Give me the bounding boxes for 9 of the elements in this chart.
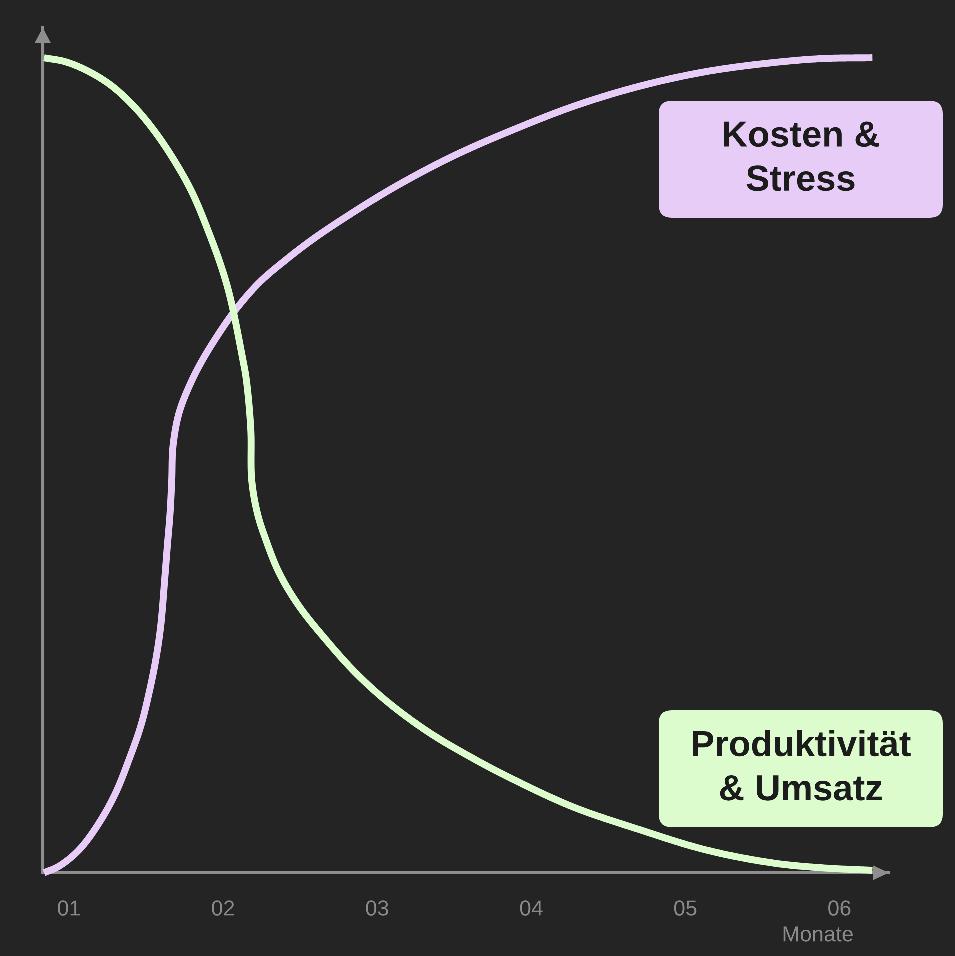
x-tick-label: 03 [366,900,388,916]
x-axis-title: Monate [784,926,853,942]
x-tick-label: 05 [674,900,697,916]
x-tick-label: 01 [58,900,80,916]
series-label: Kosten & Stress [724,122,880,192]
x-tick-label: 04 [520,900,543,916]
x-tick-label: 06 [828,900,851,916]
x-tick-label: 02 [212,900,234,916]
series-label: Produktivität & Umsatz [693,730,911,801]
